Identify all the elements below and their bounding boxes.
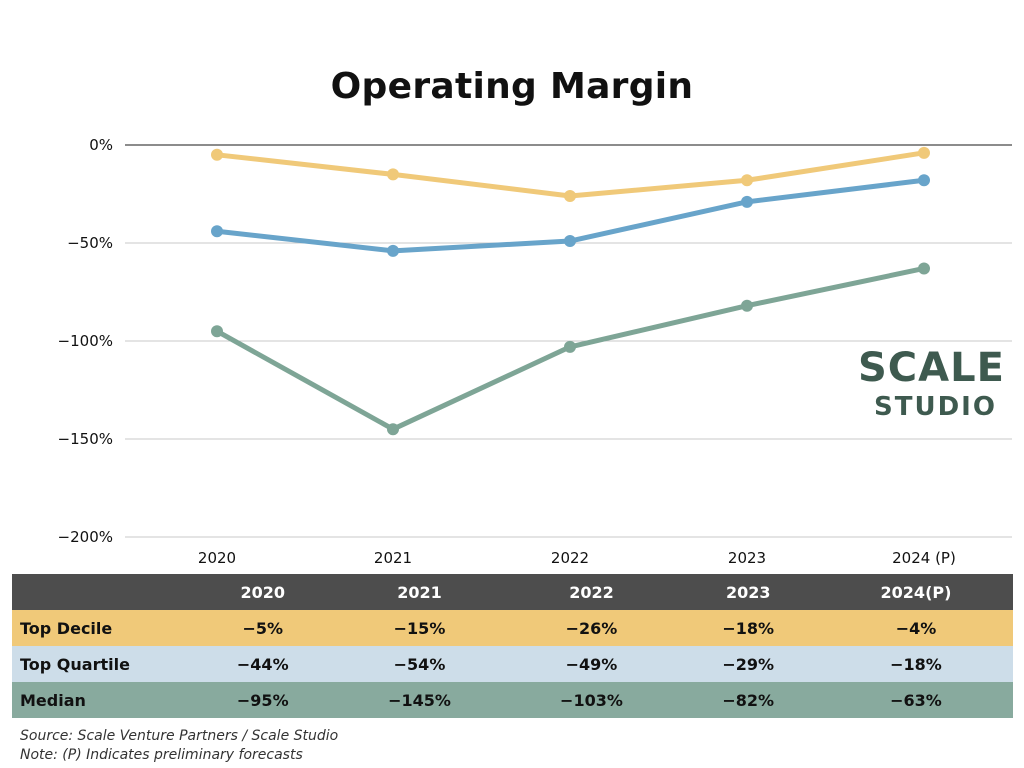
table-cell: −18% — [677, 610, 819, 646]
table-header: 2021 — [333, 574, 506, 610]
x-tick-label: 2023 — [728, 549, 766, 567]
x-axis: 2020 2021 2022 2023 2024 (P) — [198, 549, 956, 567]
data-point — [741, 195, 753, 208]
table-cell: −26% — [505, 610, 678, 646]
data-point — [918, 146, 930, 159]
table-cell: −4% — [818, 610, 1013, 646]
row-label: Top Quartile — [12, 646, 192, 682]
data-point — [741, 299, 753, 312]
y-tick-label: −200% — [58, 528, 113, 546]
table-cell: −15% — [333, 610, 506, 646]
y-tick-label: 0% — [89, 136, 113, 154]
data-point — [211, 325, 223, 338]
forecast-note: Note: (P) Indicates preliminary forecast… — [20, 747, 303, 763]
source-note: Source: Scale Venture Partners / Scale S… — [20, 728, 339, 744]
table-cell: −54% — [333, 646, 506, 682]
y-tick-label: −150% — [58, 430, 113, 448]
logo-line-2: STUDIO — [874, 392, 997, 422]
table-header: 2020 — [192, 574, 334, 610]
table-cell: −44% — [192, 646, 334, 682]
x-tick-label: 2024 (P) — [892, 549, 956, 567]
chart-title: Operating Margin — [330, 66, 694, 107]
table-row: Median −95% −145% −103% −82% −63% — [12, 682, 1013, 718]
x-tick-label: 2021 — [374, 549, 412, 567]
data-point — [564, 189, 576, 202]
table-header-row: 2020 2021 2022 2023 2024(P) — [12, 574, 1013, 610]
data-point — [387, 244, 399, 257]
data-point — [387, 423, 399, 436]
data-point — [564, 235, 576, 248]
table-cell: −18% — [818, 646, 1013, 682]
data-point — [741, 174, 753, 187]
y-axis: 0% −50% −100% −150% −200% — [58, 136, 113, 546]
data-point — [918, 174, 930, 187]
table-cell: −5% — [192, 610, 334, 646]
table-cell: −63% — [818, 682, 1013, 718]
gridlines — [125, 144, 1012, 538]
table-header: 2024(P) — [818, 574, 1013, 610]
table-header: 2023 — [677, 574, 819, 610]
y-tick-label: −100% — [58, 332, 113, 350]
table-header: 2022 — [505, 574, 678, 610]
table-cell: −82% — [677, 682, 819, 718]
y-tick-label: −50% — [67, 234, 113, 252]
table-cell: −29% — [677, 646, 819, 682]
scale-studio-logo: SCALE STUDIO — [858, 344, 1005, 422]
x-tick-label: 2020 — [198, 549, 236, 567]
footer: Source: Scale Venture Partners / Scale S… — [20, 727, 338, 765]
line-chart: 0%−50%−100%−150%−200% 2020 2021 2022 2023 20… — [58, 136, 1012, 567]
x-tick-label: 2022 — [551, 549, 589, 567]
data-table: 2020 2021 2022 2023 2024(P) Top Decile −… — [12, 574, 1013, 718]
table-cell: −49% — [505, 646, 678, 682]
data-point — [211, 148, 223, 161]
data-point — [387, 168, 399, 181]
data-point — [918, 262, 930, 275]
row-label: Median — [12, 682, 192, 718]
table-cell: −95% — [192, 682, 334, 718]
table-cell: −145% — [333, 682, 506, 718]
data-point — [564, 340, 576, 353]
series-line-0 — [214, 150, 927, 199]
row-label: Top Decile — [12, 610, 192, 646]
table-cell: −103% — [505, 682, 678, 718]
table-row: Top Quartile −44% −54% −49% −29% −18% — [12, 646, 1013, 682]
table-row: Top Decile −5% −15% −26% −18% −4% — [12, 610, 1013, 646]
logo-line-1: SCALE — [858, 345, 1005, 391]
series-points — [211, 146, 930, 436]
table-corner — [12, 574, 192, 610]
data-point — [211, 225, 223, 238]
